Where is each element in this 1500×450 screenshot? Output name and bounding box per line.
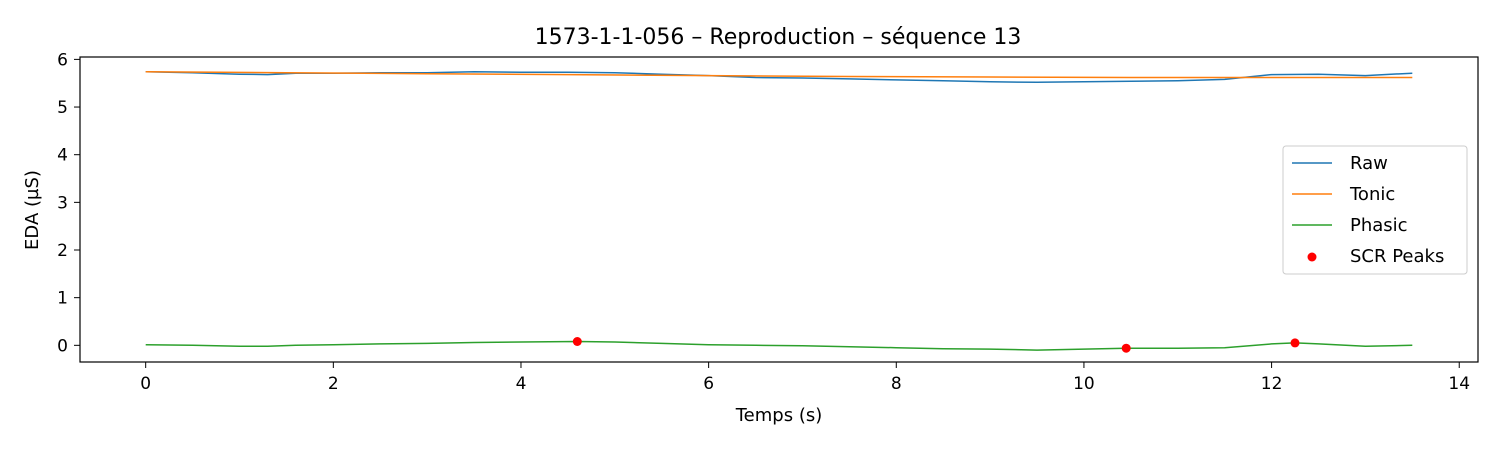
scr-peak-point	[1290, 338, 1300, 348]
series-line-tonic	[145, 71, 1413, 79]
x-tick-label: 8	[891, 374, 902, 394]
series-layer	[145, 71, 1413, 351]
x-tick-label: 6	[703, 374, 714, 394]
y-tick-label: 2	[57, 241, 68, 261]
chart-title: 1573-1-1-056 – Reproduction – séquence 1…	[535, 25, 1022, 50]
legend-label-phasic: Phasic	[1350, 215, 1408, 236]
scr-peak-point	[1121, 343, 1131, 353]
legend-label-tonic: Tonic	[1349, 184, 1395, 205]
y-tick-label: 6	[57, 50, 68, 70]
legend-label-scr-peaks: SCR Peaks	[1350, 246, 1444, 267]
y-axis-label: EDA (µS)	[22, 170, 43, 250]
x-tick-label: 2	[328, 374, 339, 394]
x-axis-ticks: 0 2 4 6 8 10 12 14	[140, 362, 1470, 394]
x-tick-label: 10	[1073, 374, 1095, 394]
y-axis-ticks: 0 1 2 3 4 5 6	[57, 50, 80, 356]
y-tick-label: 1	[57, 289, 68, 309]
x-tick-label: 4	[516, 374, 527, 394]
plot-frame	[79, 56, 1479, 363]
x-tick-label: 12	[1261, 374, 1283, 394]
y-tick-label: 0	[57, 336, 68, 356]
legend: Raw Tonic Phasic SCR Peaks	[1282, 145, 1468, 275]
x-tick-label: 0	[140, 374, 151, 394]
y-tick-label: 3	[57, 193, 68, 213]
legend-box	[1282, 145, 1468, 275]
x-tick-label: 14	[1448, 374, 1470, 394]
x-axis-label: Temps (s)	[735, 405, 823, 426]
y-tick-label: 5	[57, 98, 68, 118]
legend-swatch-scr-peaks	[1307, 252, 1317, 262]
scr-peak-point	[572, 337, 582, 346]
y-tick-label: 4	[57, 146, 68, 166]
series-line-phasic	[145, 340, 1413, 351]
peaks-layer	[572, 337, 1300, 353]
legend-label-raw: Raw	[1350, 153, 1388, 174]
